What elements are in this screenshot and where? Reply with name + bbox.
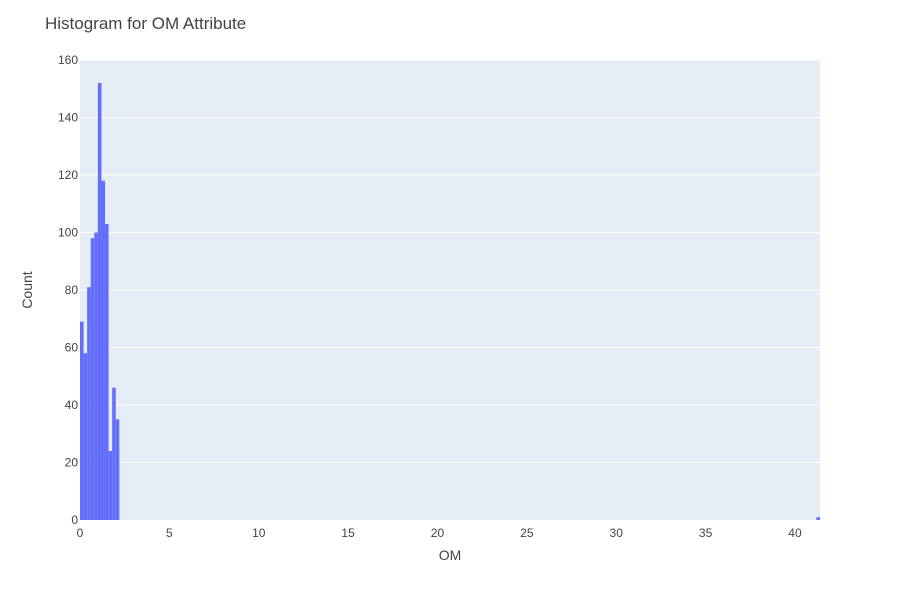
y-tick-label: 80 (65, 283, 79, 297)
x-tick-label: 5 (166, 526, 173, 540)
histogram-bar (80, 321, 84, 520)
x-tick-label: 10 (252, 526, 266, 540)
x-tick-label: 20 (431, 526, 445, 540)
histogram-bar (112, 387, 116, 520)
histogram-bars (80, 83, 820, 520)
x-tick-label: 30 (610, 526, 624, 540)
y-tick-label: 140 (58, 111, 78, 125)
x-axis-title: OM (439, 547, 462, 563)
histogram-bar (97, 83, 102, 520)
x-tick-label: 15 (341, 526, 355, 540)
x-tick-label: 25 (520, 526, 534, 540)
x-axis-ticks: 0 5 10 15 20 25 30 35 40 (77, 526, 802, 540)
x-tick-label: 0 (77, 526, 84, 540)
y-tick-label: 0 (71, 513, 78, 527)
histogram-bar (105, 223, 109, 520)
y-tick-label: 20 (65, 456, 79, 470)
histogram-bar (90, 238, 95, 520)
x-tick-label: 35 (699, 526, 713, 540)
histogram-bar (87, 287, 91, 520)
gridlines (80, 59, 820, 463)
histogram-bar (108, 451, 113, 520)
y-tick-label: 40 (65, 398, 79, 412)
y-axis-ticks: 0 20 40 60 80 100 120 140 160 (58, 53, 78, 527)
y-tick-label: 60 (65, 341, 79, 355)
y-tick-label: 100 (58, 226, 78, 240)
chart-title: Histogram for OM Attribute (45, 14, 246, 33)
histogram-bar (115, 419, 120, 520)
histogram-bar (101, 180, 106, 520)
x-tick-label: 40 (788, 526, 802, 540)
histogram-bar (94, 232, 98, 520)
histogram-bar (816, 517, 820, 520)
y-tick-label: 160 (58, 53, 78, 67)
y-axis-title: Count (19, 271, 35, 308)
y-tick-label: 120 (58, 168, 78, 182)
histogram-bar (83, 353, 88, 520)
